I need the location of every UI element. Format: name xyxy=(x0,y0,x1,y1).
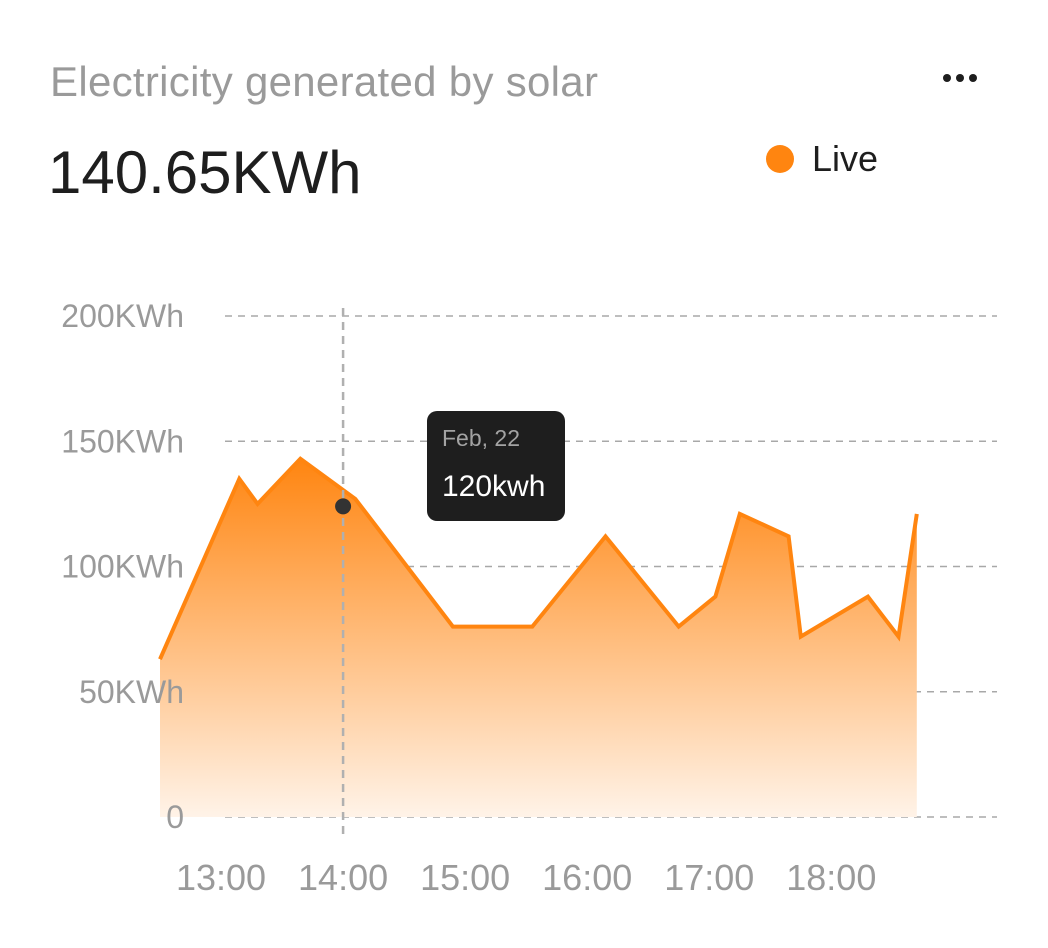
total-generated-value: 140.65KWh xyxy=(48,139,362,206)
tooltip-value: 120kwh xyxy=(442,470,546,503)
tooltip-date: Feb, 22 xyxy=(442,425,520,451)
more-options-button[interactable] xyxy=(930,58,990,98)
y-tick-label: 0 xyxy=(166,799,184,835)
legend-dot-icon xyxy=(766,145,794,173)
more-horizontal-icon xyxy=(943,74,951,82)
x-tick-label: 17:00 xyxy=(664,857,754,898)
y-tick-label: 150KWh xyxy=(61,423,184,459)
chart-legend: Live xyxy=(766,136,878,182)
highlight-point[interactable] xyxy=(335,498,352,515)
data-tooltip: Feb, 22 120kwh xyxy=(427,411,565,521)
series-line-live xyxy=(158,456,919,661)
x-tick-label: 16:00 xyxy=(542,857,632,898)
area-fill xyxy=(160,458,917,817)
x-tick-label: 18:00 xyxy=(786,857,876,898)
x-tick-label: 15:00 xyxy=(420,857,510,898)
y-tick-label: 200KWh xyxy=(61,298,184,334)
y-tick-label: 50KWh xyxy=(79,674,184,710)
y-tick-label: 100KWh xyxy=(61,549,184,585)
x-tick-label: 14:00 xyxy=(298,857,388,898)
chart-title: Electricity generated by solar xyxy=(50,58,599,105)
legend-label: Live xyxy=(812,138,879,179)
x-tick-label: 13:00 xyxy=(176,857,266,898)
